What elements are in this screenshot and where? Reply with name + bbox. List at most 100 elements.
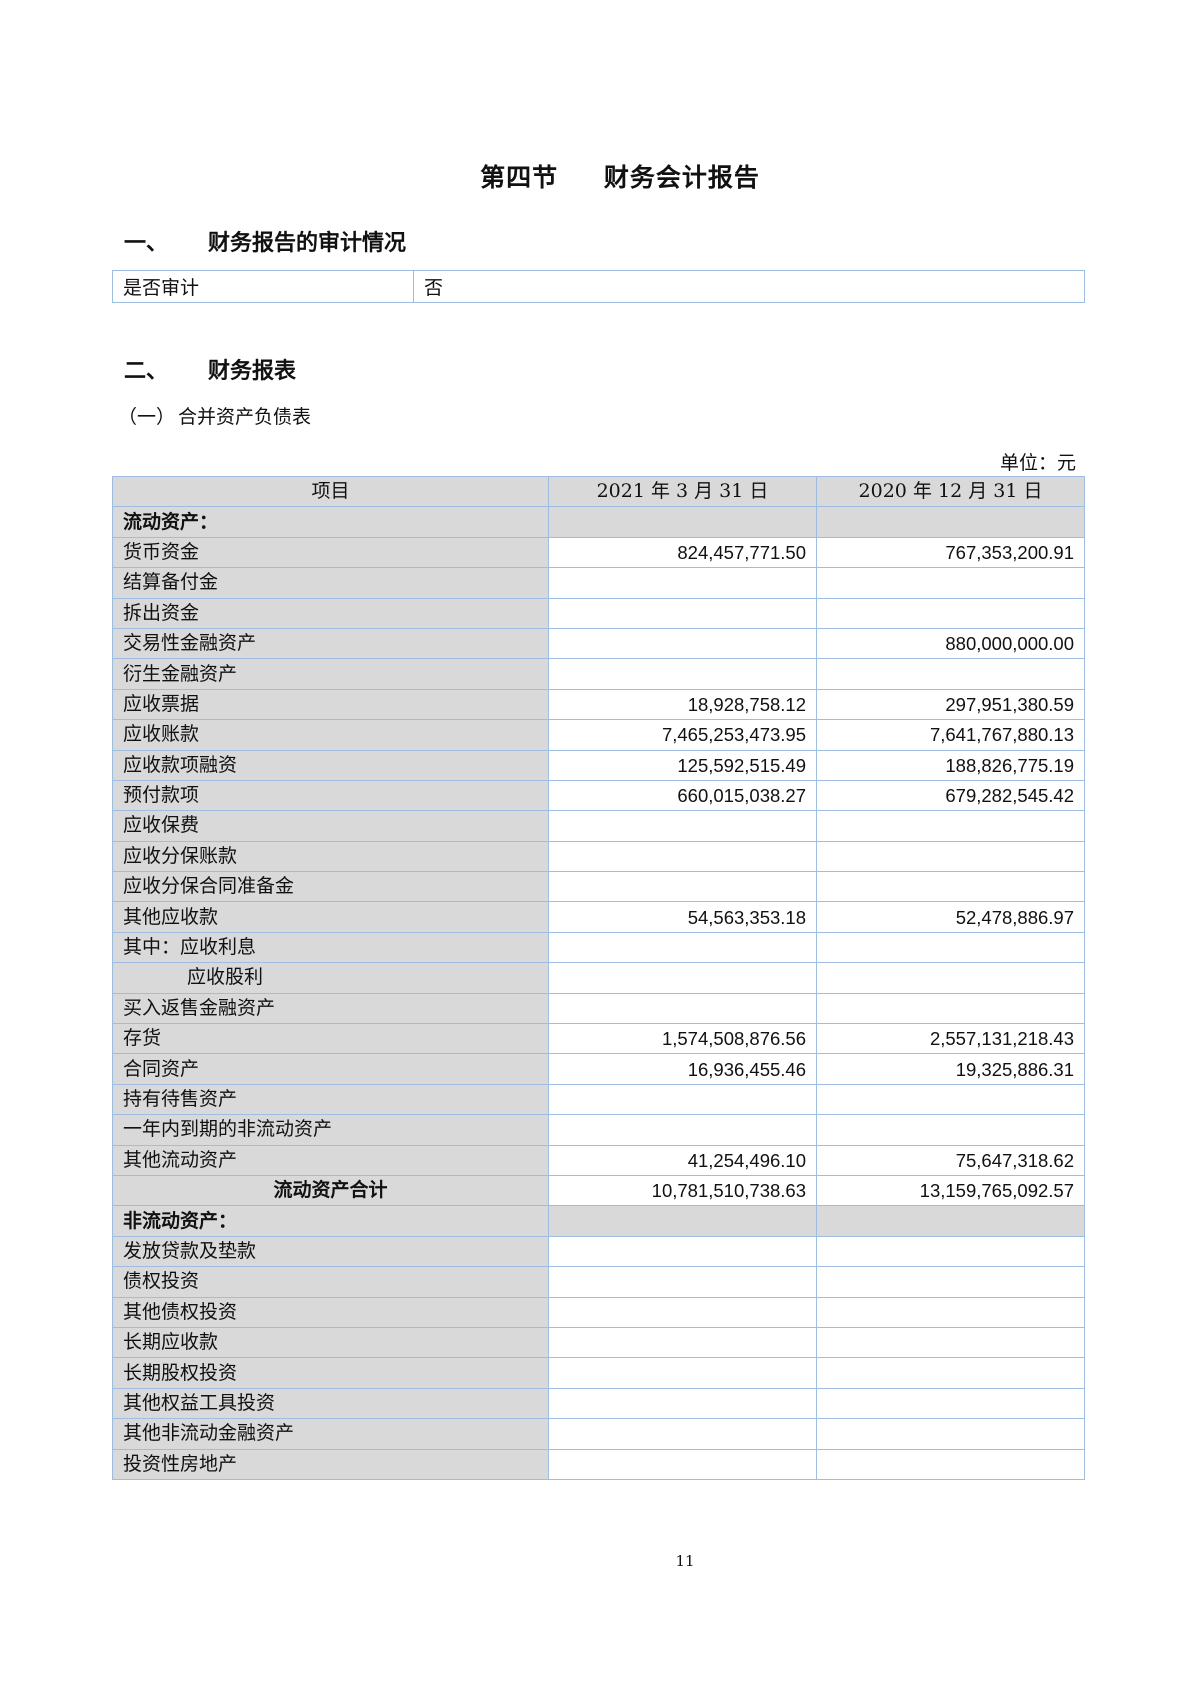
table-row: 应收保费 (112, 810, 1085, 842)
row-label: 衍生金融资产 (112, 658, 549, 690)
value-2020 (816, 1326, 1085, 1359)
value-2020 (816, 597, 1085, 629)
table-row: 其他权益工具投资 (112, 1387, 1085, 1420)
value-2020 (816, 1418, 1085, 1450)
audit-value: 否 (413, 270, 1085, 303)
value-2020: 13,159,765,092.57 (816, 1174, 1085, 1207)
value-2021: 7,465,253,473.95 (548, 719, 817, 751)
table-row: 应收分保账款 (112, 840, 1085, 873)
value-2020 (816, 567, 1085, 599)
value-2021 (548, 840, 817, 873)
row-label: 应收票据 (112, 688, 549, 721)
value-2021: 54,563,353.18 (548, 901, 817, 933)
section-name: 财务会计报告 (603, 163, 760, 192)
table-row: 买入返售金融资产 (112, 992, 1085, 1025)
balance-sheet-heading: （一） 合并资产负债表 (118, 406, 312, 428)
value-2021: 10,781,510,738.63 (548, 1174, 817, 1207)
value-2020 (816, 931, 1085, 964)
value-2021 (548, 871, 817, 903)
table-row: 其中：应收利息 (112, 931, 1085, 964)
value-2021 (548, 1114, 817, 1146)
row-label: 流动资产合计 (112, 1174, 549, 1207)
value-2021: 660,015,038.27 (548, 779, 817, 812)
page-number: 11 (675, 1552, 695, 1570)
value-2021 (548, 567, 817, 599)
value-2021 (548, 597, 817, 629)
page-title: 第四节 财务会计报告 (0, 158, 1200, 194)
row-label: 债权投资 (112, 1266, 549, 1298)
table-row: 长期应收款 (112, 1326, 1085, 1359)
table-row: 流动资产合计 10,781,510,738.63 13,159,765,092.57 (112, 1174, 1085, 1207)
section-number: 第四节 (480, 163, 559, 192)
value-2021 (548, 962, 817, 994)
row-label: 应收保费 (112, 810, 549, 842)
value-2021 (548, 992, 817, 1025)
value-2020 (816, 658, 1085, 690)
value-2020 (816, 1235, 1085, 1268)
column-header-2021: 2021 年 3 月 31 日 (548, 475, 817, 508)
audit-label: 是否审计 (112, 270, 414, 303)
table-row: 合同资产 16,936,455.46 19,325,886.31 (112, 1053, 1085, 1085)
row-label: 存货 (112, 1023, 549, 1055)
table-row: 结算备付金 (112, 567, 1085, 599)
row-label: 流动资产： (112, 506, 549, 538)
table-row: 其他非流动金融资产 (112, 1418, 1085, 1450)
table-row: 衍生金融资产 (112, 658, 1085, 690)
table-row: 长期股权投资 (112, 1357, 1085, 1389)
row-label: 其中：应收利息 (112, 931, 549, 964)
column-header-item: 项目 (112, 475, 549, 508)
value-2021 (548, 1387, 817, 1420)
table-row: 其他流动资产 41,254,496.10 75,647,318.62 (112, 1144, 1085, 1176)
table-row: 交易性金融资产 880,000,000.00 (112, 627, 1085, 660)
value-2021 (548, 1083, 817, 1116)
value-2021 (548, 1326, 817, 1359)
value-2021 (548, 1418, 817, 1450)
table-row: 应收股利 (112, 962, 1085, 994)
row-label: 其他债权投资 (112, 1296, 549, 1328)
value-2020 (816, 506, 1085, 538)
row-label: 结算备付金 (112, 567, 549, 599)
row-label: 其他权益工具投资 (112, 1387, 549, 1420)
column-header-2020: 2020 年 12 月 31 日 (816, 475, 1085, 508)
value-2021: 824,457,771.50 (548, 536, 817, 569)
row-label: 应收分保账款 (112, 840, 549, 873)
audit-heading: 一、 财务报告的审计情况 (124, 230, 407, 256)
table-row: 其他应收款 54,563,353.18 52,478,886.97 (112, 901, 1085, 933)
value-2020 (816, 992, 1085, 1025)
value-2020 (816, 1114, 1085, 1146)
row-label: 其他非流动金融资产 (112, 1418, 549, 1450)
value-2021: 16,936,455.46 (548, 1053, 817, 1085)
value-2020 (816, 1205, 1085, 1237)
value-2021 (548, 1266, 817, 1298)
unit-label: 单位：元 (999, 452, 1076, 474)
value-2020 (816, 1357, 1085, 1389)
value-2020 (816, 1266, 1085, 1298)
row-label: 拆出资金 (112, 597, 549, 629)
value-2020 (816, 1387, 1085, 1420)
row-label: 投资性房地产 (112, 1448, 549, 1480)
table-row: 货币资金 824,457,771.50 767,353,200.91 (112, 536, 1085, 569)
value-2021: 18,928,758.12 (548, 688, 817, 721)
table-row: 应收分保合同准备金 (112, 871, 1085, 903)
row-label: 预付款项 (112, 779, 549, 812)
row-label: 应收账款 (112, 719, 549, 751)
value-2021 (548, 1235, 817, 1268)
statements-heading: 二、 财务报表 (124, 358, 297, 384)
row-label: 买入返售金融资产 (112, 992, 549, 1025)
row-label: 应收分保合同准备金 (112, 871, 549, 903)
table-row: 持有待售资产 (112, 1083, 1085, 1116)
table-row: 预付款项 660,015,038.27 679,282,545.42 (112, 779, 1085, 812)
value-2021 (548, 658, 817, 690)
table-row: 债权投资 (112, 1266, 1085, 1298)
row-label: 合同资产 (112, 1053, 549, 1085)
value-2021 (548, 506, 817, 538)
value-2020: 52,478,886.97 (816, 901, 1085, 933)
row-label: 持有待售资产 (112, 1083, 549, 1116)
value-2021 (548, 1357, 817, 1389)
value-2020: 767,353,200.91 (816, 536, 1085, 569)
value-2020: 297,951,380.59 (816, 688, 1085, 721)
value-2020: 75,647,318.62 (816, 1144, 1085, 1176)
table-row: 拆出资金 (112, 597, 1085, 629)
value-2020 (816, 810, 1085, 842)
row-label: 长期股权投资 (112, 1357, 549, 1389)
